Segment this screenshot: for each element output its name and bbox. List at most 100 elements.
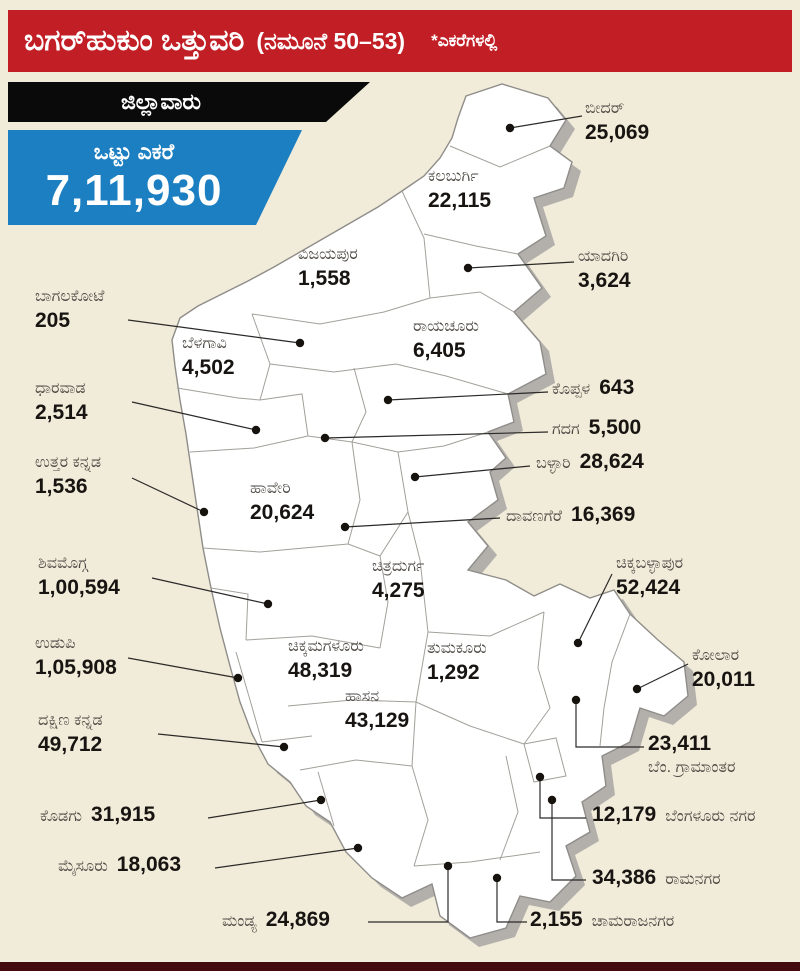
district-value: 28,624 <box>579 450 644 473</box>
district-value: 1,00,594 <box>38 576 120 599</box>
district-label-dakshina-kannada: ದಕ್ಷಿಣ ಕನ್ನಡ 49,712 <box>38 710 103 758</box>
district-name: ಯಾದಗಿರಿ <box>578 248 629 265</box>
district-value: 4,502 <box>182 356 235 379</box>
district-borders <box>176 145 631 867</box>
district-label-bengaluru-rural: 23,411 ಬೆಂ. ಗ್ರಾಮಾಂತರ <box>648 730 735 778</box>
district-value: 2,514 <box>35 401 88 424</box>
district-name: ಧಾರವಾಡ <box>35 380 86 397</box>
district-value: 31,915 <box>90 803 156 826</box>
district-value: 18,063 <box>116 853 182 876</box>
district-value: 48,319 <box>288 659 353 682</box>
district-value: 3,624 <box>578 269 631 292</box>
district-label-ramanagara: 34,386 ರಾಮನಗರ <box>592 866 721 892</box>
district-label-kalaburagi: ಕಲಬುರ್ಗಿ 22,115 <box>428 166 491 214</box>
bottom-strip <box>0 962 800 971</box>
district-name: ಹಾಸನ <box>345 688 380 705</box>
district-value: 4,275 <box>372 579 425 602</box>
district-name: ರಾಯಚೂರು <box>413 318 479 335</box>
district-label-bidar: ಬೀದರ್ 25,069 <box>585 98 649 146</box>
district-name: ಬಳ್ಳಾರಿ <box>536 455 571 472</box>
district-value: 24,869 <box>265 908 330 931</box>
district-name: ದಾವಣಗೆರೆ <box>506 508 563 525</box>
district-value: 205 <box>35 309 71 332</box>
district-value: 643 <box>599 376 635 399</box>
header-bar: ಬಗರ್‌ಹುಕುಂ ಒತ್ತುವರಿ (ನಮೂನೆ 50–53) *ಎಕರೆಗ… <box>8 10 792 72</box>
district-value: 52,424 <box>616 576 681 599</box>
districtwise-ribbon: ಜಿಲ್ಲಾವಾರು <box>8 82 370 122</box>
district-dots <box>199 123 642 883</box>
district-value: 6,405 <box>413 339 466 362</box>
district-name: ಬಾಗಲಕೋಟೆ <box>35 288 105 305</box>
district-name: ಕೋಲಾರ <box>692 647 740 664</box>
ribbon-label: ಜಿಲ್ಲಾವಾರು <box>121 89 201 114</box>
district-label-tumakuru: ತುಮಕೂರು 1,292 <box>427 638 487 686</box>
district-label-chikkamagaluru: ಚಿಕ್ಕಮಗಳೂರು 48,319 <box>288 636 364 684</box>
district-value: 12,179 <box>592 803 657 826</box>
district-name: ಮೈಸೂರು <box>58 858 108 875</box>
district-value: 22,115 <box>428 189 492 212</box>
district-label-yadagiri: ಯಾದಗಿರಿ 3,624 <box>578 246 631 294</box>
district-label-koppal: ಕೊಪ್ಪಳ 643 <box>552 376 634 402</box>
district-name: ರಾಮನಗರ <box>665 871 721 888</box>
district-name: ಕೊಡಗು <box>40 808 82 825</box>
total-label: ಒಟ್ಟು ಎಕರೆ <box>93 139 175 164</box>
district-name: ಬೆಳಗಾವಿ <box>182 335 227 352</box>
district-value: 1,536 <box>35 475 88 498</box>
district-label-gadag: ಗದಗ 5,500 <box>552 416 641 442</box>
district-label-hassan: ಹಾಸನ 43,129 <box>345 686 409 734</box>
page-subtitle: (ನಮೂನೆ 50–53) <box>256 27 406 54</box>
district-label-chikkaballapura: ಚಿಕ್ಕಬಳ್ಳಾಪುರ 52,424 <box>616 553 683 601</box>
district-label-dharwad: ಧಾರವಾಡ 2,514 <box>35 378 88 426</box>
district-name: ಮಂಡ್ಯ <box>222 913 257 930</box>
district-value: 20,011 <box>692 668 756 691</box>
district-label-belagavi: ಬೆಳಗಾವಿ 4,502 <box>182 333 235 381</box>
district-value: 5,500 <box>588 416 642 439</box>
district-name: ದಕ್ಷಿಣ ಕನ್ನಡ <box>38 712 103 729</box>
district-label-bengaluru-urban: 12,179 ಬೆಂಗಳೂರು ನಗರ <box>592 803 759 827</box>
district-name: ಹಾವೇರಿ <box>250 480 291 497</box>
district-value: 25,069 <box>585 121 650 144</box>
district-name: ಚಾಮರಾಜನಗರ <box>591 913 675 930</box>
district-label-kodagu: ಕೊಡಗು 31,915 <box>40 803 155 829</box>
district-name: ವಿಜಯಪುರ <box>298 246 358 263</box>
leader-lines <box>127 115 689 923</box>
district-name: ಉಡುಪಿ <box>35 635 76 652</box>
district-label-uttara-kannada: ಉತ್ತರ ಕನ್ನಡ 1,536 <box>35 452 101 500</box>
district-name: ಚಿಕ್ಕಬಳ್ಳಾಪುರ <box>616 555 684 572</box>
total-acres-box: ಒಟ್ಟು ಎಕರೆ 7,11,930 <box>8 130 302 225</box>
district-value: 2,155 <box>530 908 583 931</box>
district-value: 16,369 <box>571 503 636 526</box>
district-label-mysuru: ಮೈಸೂರು 18,063 <box>58 853 181 879</box>
units-note: *ಎಕರೆಗಳಲ್ಲಿ <box>431 31 498 50</box>
district-label-kolar: ಕೋಲಾರ 20,011 <box>692 645 755 693</box>
district-name: ಉತ್ತರ ಕನ್ನಡ <box>35 454 102 471</box>
page-title: ಬಗರ್‌ಹುಕುಂ ಒತ್ತುವರಿ <box>24 24 245 57</box>
district-name: ಗದಗ <box>552 421 580 438</box>
district-name: ತುಮಕೂರು <box>427 640 487 657</box>
district-label-haveri: ಹಾವೇರಿ 20,624 <box>250 478 314 526</box>
district-label-raichur: ರಾಯಚೂರು 6,405 <box>413 316 479 364</box>
total-value: 7,11,930 <box>45 166 223 215</box>
district-value: 23,411 <box>648 732 712 755</box>
district-name: ಬೆಂ. ಗ್ರಾಮಾಂತರ <box>648 759 736 776</box>
district-label-davanagere: ದಾವಣಗೆರೆ 16,369 <box>506 503 635 529</box>
district-value: 1,558 <box>298 267 351 290</box>
district-label-shivamogga: ಶಿವಮೊಗ್ಗ 1,00,594 <box>38 553 120 601</box>
district-value: 43,129 <box>345 709 410 732</box>
district-value: 49,712 <box>38 733 103 756</box>
district-name: ಬೀದರ್ <box>585 100 625 117</box>
district-label-udupi: ಉಡುಪಿ 1,05,908 <box>35 633 117 681</box>
district-label-mandya: ಮಂಡ್ಯ 24,869 <box>222 908 330 934</box>
district-value: 1,292 <box>427 661 480 684</box>
district-label-ballari: ಬಳ್ಳಾರಿ 28,624 <box>536 450 644 476</box>
district-name: ಬೆಂಗಳೂರು ನಗರ <box>665 808 756 825</box>
district-name: ಶಿವಮೊಗ್ಗ <box>38 555 88 572</box>
district-value: 1,05,908 <box>35 656 117 679</box>
district-name: ಕೊಪ್ಪಳ <box>552 381 591 398</box>
district-value: 20,624 <box>250 501 315 524</box>
district-label-vijayapura: ವಿಜಯಪುರ 1,558 <box>298 244 358 292</box>
district-label-chamarajanagara: 2,155 ಚಾಮರಾಜನಗರ <box>530 908 674 934</box>
district-name: ಚಿಕ್ಕಮಗಳೂರು <box>288 638 364 655</box>
